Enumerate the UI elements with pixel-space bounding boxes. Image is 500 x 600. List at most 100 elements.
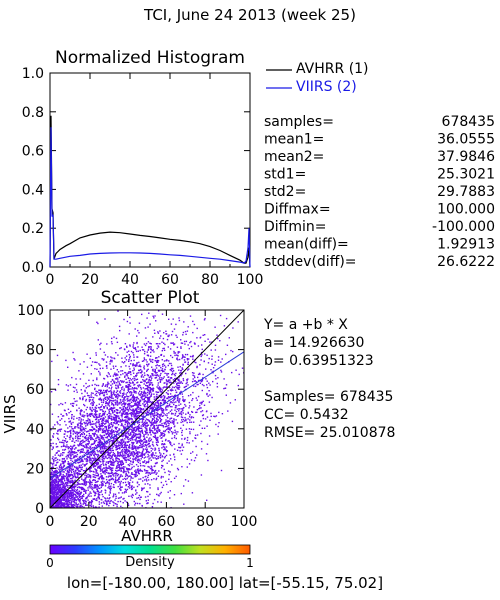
- scatter-point: [110, 485, 112, 487]
- scatter-point: [125, 484, 127, 487]
- scatter-point: [54, 424, 56, 426]
- scatter-point: [124, 443, 126, 446]
- scatter-point: [153, 425, 155, 427]
- scatter-point: [75, 467, 78, 470]
- scatter-point: [114, 473, 116, 475]
- scatter-point: [119, 411, 121, 414]
- scatter-point: [156, 379, 159, 381]
- scatter-point: [71, 492, 73, 494]
- scatter-point: [120, 424, 122, 427]
- scatter-point: [142, 442, 144, 444]
- scatter-point: [140, 365, 142, 368]
- scatter-point: [123, 457, 126, 460]
- scatter-point: [132, 455, 134, 457]
- scatter-point: [117, 460, 119, 462]
- scatter-point: [81, 409, 83, 412]
- scatter-point: [102, 444, 105, 446]
- scatter-point: [52, 462, 55, 464]
- scatter-point: [178, 446, 180, 449]
- scatter-point: [81, 451, 83, 453]
- scatter-point: [72, 475, 74, 477]
- scatter-point: [89, 483, 91, 485]
- scatter-point: [105, 478, 108, 481]
- scatter-point: [140, 465, 142, 467]
- scatter-point: [118, 434, 120, 436]
- scatter-point: [84, 490, 86, 492]
- stat-value: -100.000: [432, 219, 495, 235]
- scatter-point: [137, 497, 140, 499]
- scatter-point: [105, 405, 107, 407]
- scatter-point: [116, 470, 118, 472]
- scatter-point: [103, 395, 105, 397]
- scatter-point: [74, 387, 76, 389]
- scatter-point: [129, 433, 132, 435]
- scatter-point: [117, 403, 119, 405]
- scatter-point: [216, 386, 219, 388]
- scatter-point: [116, 466, 118, 468]
- scatter-point: [146, 421, 148, 424]
- scatter-point: [192, 378, 194, 380]
- scatter-point: [119, 384, 121, 386]
- scatter-point: [136, 378, 139, 380]
- scatter-point: [160, 433, 163, 435]
- scatter-point: [129, 413, 132, 415]
- scatter-point: [81, 392, 83, 395]
- scatter-point: [112, 365, 115, 367]
- scatter-point: [198, 372, 201, 375]
- scatter-point: [155, 357, 157, 359]
- scatter-point: [134, 402, 136, 405]
- scatter-point: [182, 446, 185, 448]
- scatter-point: [120, 462, 122, 464]
- scatter-point: [89, 482, 91, 485]
- scatter-point: [189, 421, 191, 423]
- scatter-point: [67, 481, 69, 483]
- scatter-point: [94, 485, 96, 487]
- scatter-point: [89, 469, 91, 472]
- scatter-point: [115, 419, 117, 421]
- scatter-point: [138, 458, 140, 461]
- scatter-point: [217, 359, 220, 361]
- scatter-point: [70, 436, 72, 438]
- scatter-point: [51, 479, 53, 481]
- scatter-point: [90, 492, 92, 494]
- scatter-point: [121, 404, 123, 406]
- scatter-point: [136, 407, 139, 409]
- scatter-point: [150, 440, 152, 442]
- scatter-point: [130, 398, 132, 400]
- scatter-point: [142, 395, 144, 397]
- scatter-point: [94, 453, 96, 455]
- scatter-point: [128, 417, 130, 419]
- scatter-point: [144, 409, 146, 412]
- scatter-point: [77, 425, 79, 427]
- scatter-point: [214, 415, 216, 418]
- scatter-point: [142, 422, 145, 424]
- scatter-point: [95, 463, 98, 465]
- scatter-point: [134, 364, 137, 366]
- scatter-point: [151, 377, 153, 379]
- scatter-point: [206, 443, 209, 445]
- scatter-point: [133, 391, 135, 393]
- scatter-point: [147, 414, 149, 416]
- scatter-point: [115, 387, 117, 389]
- scatter-point: [115, 430, 117, 433]
- scatter-point: [117, 445, 120, 447]
- scatter-point: [134, 421, 137, 423]
- scatter-point: [104, 412, 106, 414]
- scatter-point: [65, 384, 68, 386]
- scatter-point: [159, 415, 161, 417]
- scatter-point: [156, 472, 158, 474]
- scatter-point: [211, 396, 213, 399]
- scatter-point: [83, 482, 85, 484]
- scatter-point: [51, 462, 53, 465]
- scatter-point: [99, 428, 101, 431]
- scatter-point: [117, 461, 120, 463]
- scatter-point: [203, 319, 206, 321]
- scatter-point: [185, 413, 187, 415]
- scatter-point: [142, 476, 144, 479]
- scatter-point: [157, 375, 160, 377]
- scatter-point: [78, 445, 80, 447]
- scatter-point: [137, 441, 139, 444]
- scatter-point: [67, 389, 69, 391]
- scatter-point: [143, 383, 145, 385]
- scatter-point: [121, 467, 123, 469]
